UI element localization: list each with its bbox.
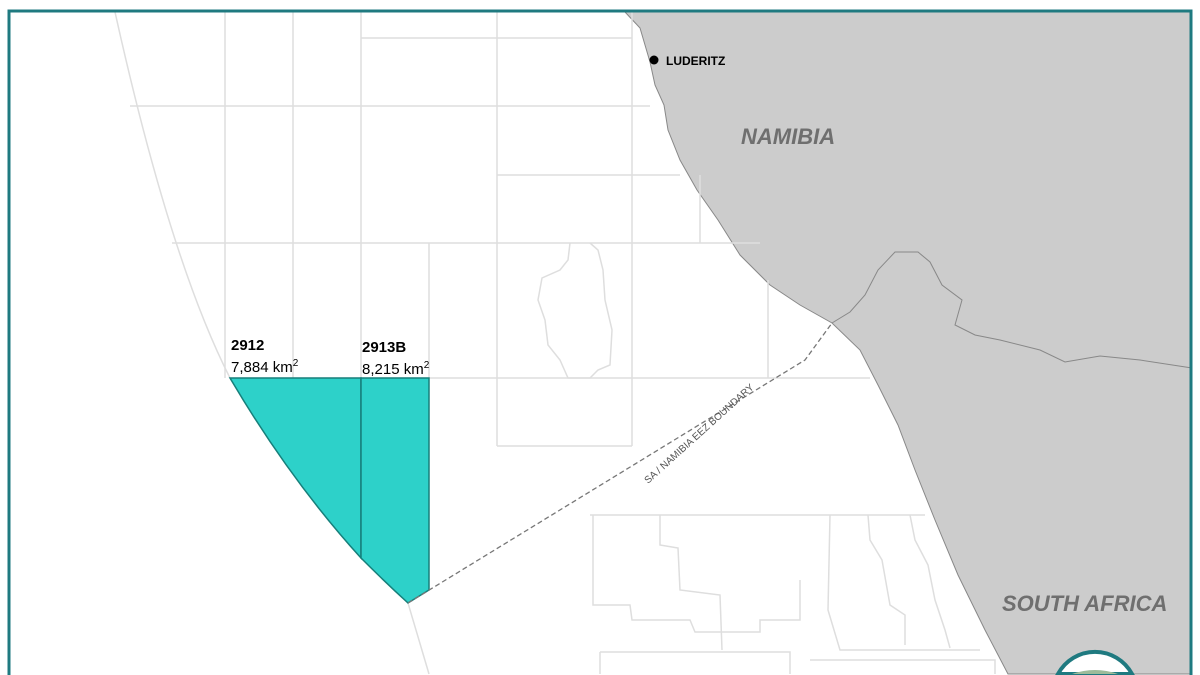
- block-2913b[interactable]: [360, 377, 430, 604]
- logo-seal-icon: [1055, 649, 1135, 675]
- block-2912-area: 7,884 km: [231, 359, 293, 376]
- town-marker-icon: [649, 55, 659, 65]
- map-frame: [7, 9, 1193, 675]
- licence-grid: [114, 11, 996, 675]
- eez-boundary-line: [407, 322, 833, 604]
- country-south-africa: SOUTH AFRICA: [1002, 591, 1167, 616]
- svg-text:7,884 km2: 7,884 km2: [231, 358, 299, 376]
- eez-boundary-label: SA / NAMIBIA EEZ BOUNDARY: [643, 382, 757, 486]
- block-2912-id: 2912: [231, 337, 264, 354]
- block-2913b-id: 2913B: [362, 339, 406, 356]
- land-mass: [623, 11, 1193, 675]
- svg-text:8,215 km2: 8,215 km2: [362, 360, 430, 378]
- block-2913b-unit-sup: 2: [424, 360, 430, 371]
- namibia-south-africa-border: [831, 251, 1193, 369]
- town-luderitz: LUDERITZ: [666, 54, 725, 68]
- block-2912-unit-sup: 2: [293, 358, 299, 369]
- logo-map-icon: [1072, 670, 1118, 674]
- country-namibia: NAMIBIA: [741, 124, 835, 149]
- block-2913b-area: 8,215 km: [362, 361, 424, 378]
- block-2912[interactable]: [228, 377, 362, 560]
